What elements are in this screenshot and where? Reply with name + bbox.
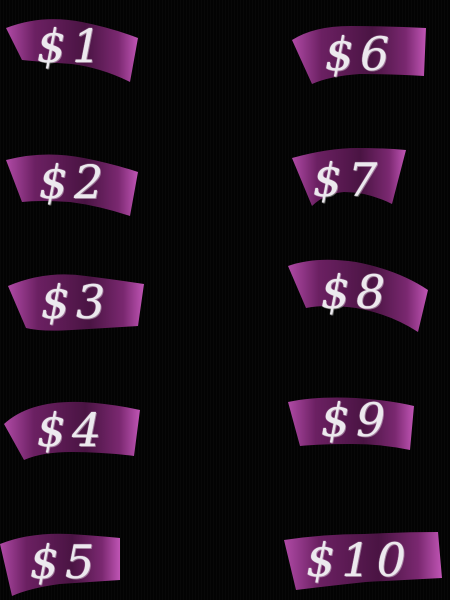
dollar-9-button[interactable]: $9: [286, 384, 426, 456]
dollar-4-button[interactable]: $4: [2, 394, 142, 466]
dollar-8-button[interactable]: $8: [286, 256, 426, 328]
dollar-3-button[interactable]: $3: [6, 266, 146, 338]
dollar-7-button[interactable]: $7: [288, 144, 428, 216]
ribbon-shape: [286, 256, 426, 328]
ribbon-shape: [290, 18, 430, 90]
dollar-2-button[interactable]: $2: [4, 146, 144, 218]
ribbon-shape: [0, 526, 140, 598]
ribbon-shape: [2, 394, 142, 466]
ribbon-shape: [6, 266, 146, 338]
ribbon-shape: [284, 524, 424, 596]
dollar-1-button[interactable]: $1: [2, 10, 142, 82]
ribbon-shape: [286, 384, 426, 456]
dollar-5-button[interactable]: $5: [0, 526, 140, 598]
ribbon-shape: [288, 144, 428, 216]
dollar-6-button[interactable]: $6: [290, 18, 430, 90]
dollar-10-button[interactable]: $10: [284, 524, 424, 596]
ribbon-shape: [4, 146, 144, 218]
ribbon-shape: [2, 10, 142, 82]
